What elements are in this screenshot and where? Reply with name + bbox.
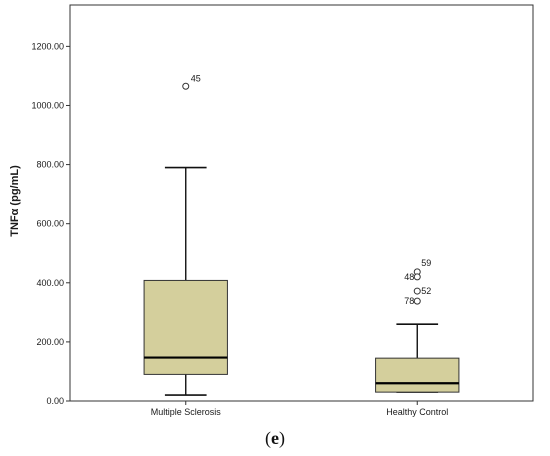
panel-label: (e)	[265, 428, 285, 448]
outlier-point	[413, 297, 421, 305]
y-tick-label: 600.00	[36, 219, 64, 229]
outlier-label: 48	[404, 272, 414, 282]
iqr-box	[375, 357, 460, 393]
plot-frame	[69, 4, 534, 402]
y-tick-label: 1000.00	[31, 100, 64, 110]
outlier-point	[413, 273, 421, 281]
outlier-label: 78	[404, 296, 414, 306]
y-tick-label: 400.00	[36, 278, 64, 288]
outlier-label: 52	[421, 286, 431, 296]
outlier-label: 45	[191, 73, 201, 83]
y-axis-label: TNFα (pg/mL)	[9, 165, 21, 237]
outlier-point	[182, 82, 190, 90]
y-tick-label: 800.00	[36, 160, 64, 170]
y-tick-label: 1200.00	[31, 41, 64, 51]
y-tick-label: 200.00	[36, 337, 64, 347]
outlier-point	[413, 287, 421, 295]
iqr-box	[143, 279, 228, 375]
y-tick-label: 0.00	[46, 396, 64, 406]
x-category-label: Multiple Sclerosis	[151, 407, 222, 417]
x-category-label: Healthy Control	[386, 407, 448, 417]
outlier-label: 59	[421, 258, 431, 268]
